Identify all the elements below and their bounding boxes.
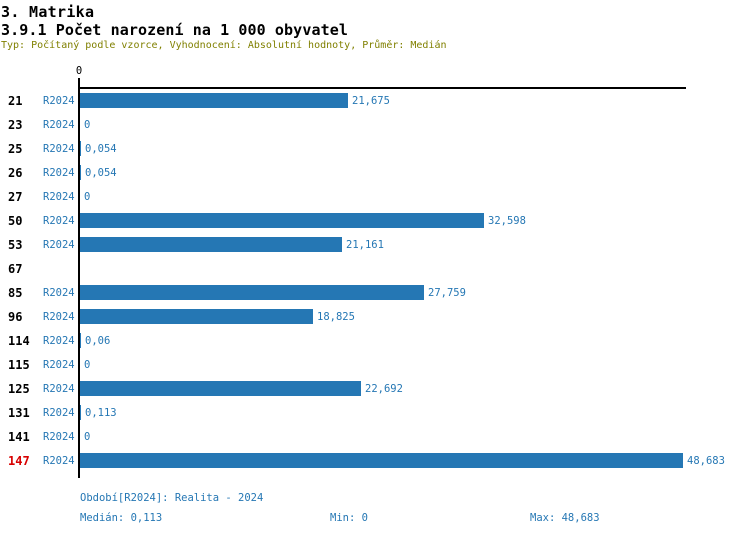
row-period-label: R2024 [43,431,75,443]
row-period-label: R2024 [43,455,75,467]
chart-row: 85 R2024 27,759 [0,281,750,305]
value-bar [80,141,81,156]
value-bar [80,285,424,300]
chart-title: 3.9.1 Počet narození na 1 000 obyvatel [1,21,348,39]
row-period-label: R2024 [43,311,75,323]
row-id-label: 141 [8,430,30,444]
row-period-label: R2024 [43,287,75,299]
chart-row: 141 R2024 0 [0,425,750,449]
value-label: 0,113 [85,407,117,419]
row-id-label: 27 [8,190,23,204]
chart-row: 96 R2024 18,825 [0,305,750,329]
value-label: 22,692 [365,383,403,395]
footer-median: Medián: 0,113 [80,512,163,524]
value-bar [80,93,348,108]
value-label: 0,054 [85,143,117,155]
value-bar [80,165,81,180]
row-period-label: R2024 [43,95,75,107]
axis-zero-tick-mark [78,78,80,88]
chart-row: 50 R2024 32,598 [0,209,750,233]
value-bar [80,405,81,420]
chart-row: 21 R2024 21,675 [0,89,750,113]
row-period-label: R2024 [43,119,75,131]
row-id-label: 67 [8,262,23,276]
chart-row: 131 R2024 0,113 [0,401,750,425]
value-label: 32,598 [488,215,526,227]
value-bar [80,453,683,468]
value-bar [80,333,81,348]
row-period-label: R2024 [43,383,75,395]
footer-min: Min: 0 [330,512,368,524]
footer-max: Max: 48,683 [530,512,600,524]
chart-row: 114 R2024 0,06 [0,329,750,353]
chart-row: 147 R2024 48,683 [0,449,750,473]
chart-row: 25 R2024 0,054 [0,137,750,161]
row-period-label: R2024 [43,407,75,419]
chart-row: 53 R2024 21,161 [0,233,750,257]
value-bar [80,309,313,324]
row-id-label: 125 [8,382,30,396]
chart-row: 125 R2024 22,692 [0,377,750,401]
value-label: 18,825 [317,311,355,323]
value-label: 0 [84,191,91,203]
value-label: 0 [84,359,91,371]
chart-row: 23 R2024 0 [0,113,750,137]
value-bar [80,237,342,252]
row-id-label: 85 [8,286,23,300]
row-period-label: R2024 [43,215,75,227]
chart-row: 26 R2024 0,054 [0,161,750,185]
row-period-label: R2024 [43,359,75,371]
row-period-label: R2024 [43,335,75,347]
plot-rows: 21 R2024 21,675 23 R2024 0 25 R2024 0,054 26 R2024… [0,89,750,473]
value-label: 48,683 [687,455,725,467]
row-id-label: 114 [8,334,30,348]
value-bar [80,213,484,228]
axis-top-line [78,87,686,89]
row-period-label: R2024 [43,143,75,155]
row-id-label: 96 [8,310,23,324]
row-id-label: 53 [8,238,23,252]
row-id-label: 115 [8,358,30,372]
value-label: 27,759 [428,287,466,299]
row-id-label: 21 [8,94,23,108]
row-id-label: 26 [8,166,23,180]
chart-row: 115 R2024 0 [0,353,750,377]
value-label: 21,161 [346,239,384,251]
chart-row: 27 R2024 0 [0,185,750,209]
row-id-label: 23 [8,118,23,132]
row-id-label: 25 [8,142,23,156]
row-period-label: R2024 [43,167,75,179]
value-bar [80,381,361,396]
page-title: 3. Matrika [1,3,95,21]
chart-row: 67 [0,257,750,281]
value-label: 0,06 [85,335,111,347]
row-id-label: 131 [8,406,30,420]
row-id-label-highlighted: 147 [8,454,30,468]
axis-zero-tick-label: 0 [75,65,83,77]
chart-meta-line: Typ: Počítaný podle vzorce, Vyhodnocení:… [1,40,447,51]
row-period-label: R2024 [43,239,75,251]
value-label: 21,675 [352,95,390,107]
axis-vertical-line [78,87,80,478]
footer-period: Období[R2024]: Realita - 2024 [80,492,264,504]
value-label: 0 [84,431,91,443]
row-id-label: 50 [8,214,23,228]
row-period-label: R2024 [43,191,75,203]
value-label: 0 [84,119,91,131]
value-label: 0,054 [85,167,117,179]
